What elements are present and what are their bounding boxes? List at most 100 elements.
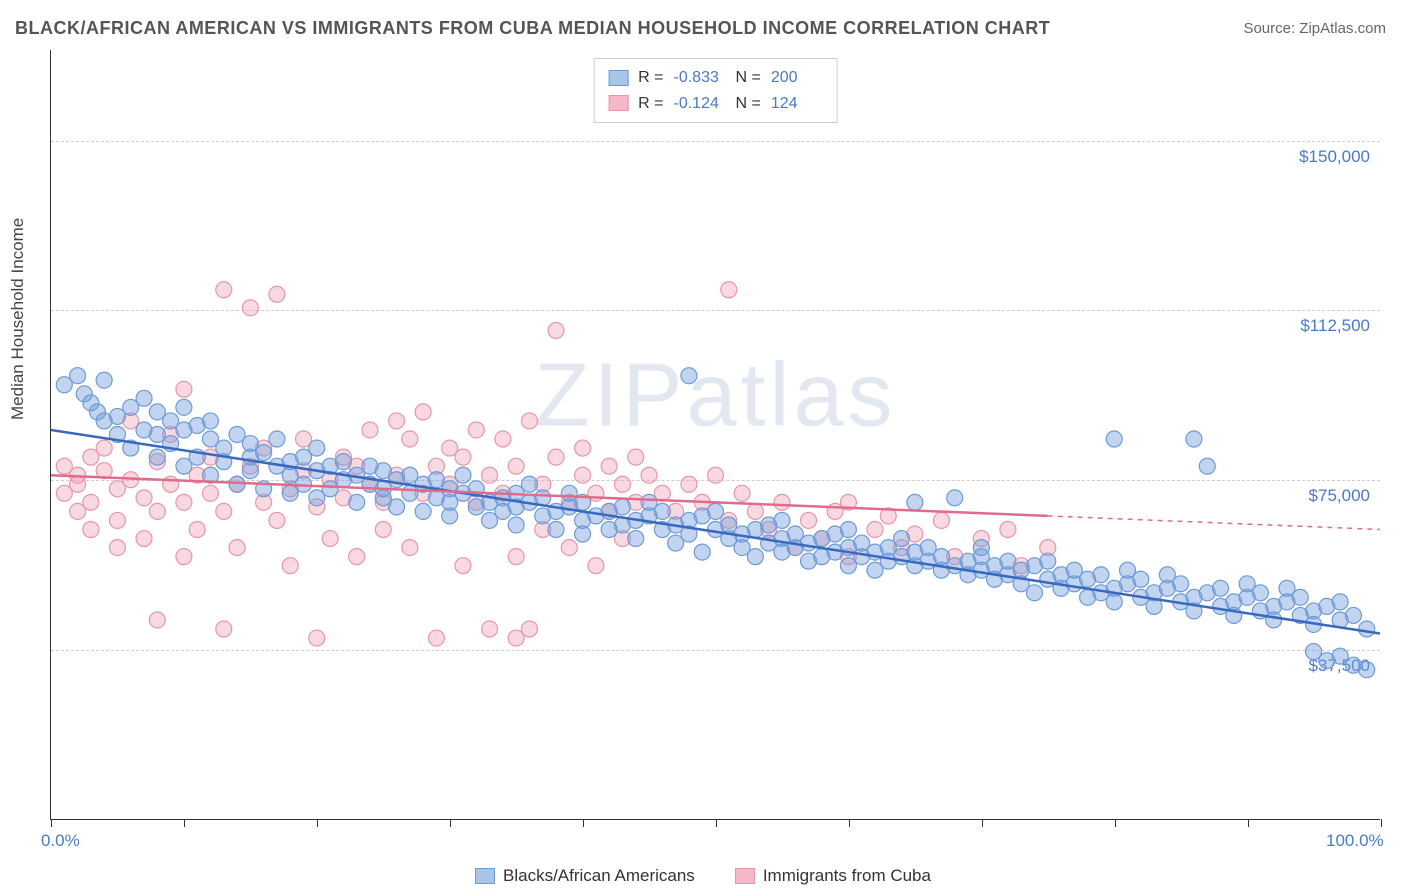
n-label: N =: [736, 91, 761, 117]
scatter-point: [548, 449, 564, 465]
scatter-point: [588, 558, 604, 574]
scatter-point: [109, 540, 125, 556]
x-tick: [450, 819, 451, 827]
scatter-point: [256, 445, 272, 461]
x-tick: [849, 819, 850, 827]
scatter-point: [1000, 522, 1016, 538]
scatter-point: [1252, 585, 1268, 601]
legend-label-0: Blacks/African Americans: [503, 866, 695, 886]
scatter-point: [83, 522, 99, 538]
scatter-point: [508, 517, 524, 533]
scatter-point: [282, 558, 298, 574]
scatter-point: [495, 431, 511, 447]
scatter-point: [149, 612, 165, 628]
scatter-point: [867, 522, 883, 538]
scatter-point: [508, 458, 524, 474]
scatter-point: [747, 503, 763, 519]
scatter-point: [628, 531, 644, 547]
x-tick: [583, 819, 584, 827]
source-label: Source: ZipAtlas.com: [1243, 20, 1386, 37]
scatter-point: [482, 621, 498, 637]
scatter-point: [189, 522, 205, 538]
scatter-point: [402, 540, 418, 556]
scatter-point: [681, 368, 697, 384]
scatter-point: [721, 282, 737, 298]
scatter-point: [1213, 580, 1229, 596]
scatter-point: [508, 549, 524, 565]
scatter-point: [309, 630, 325, 646]
x-tick: [716, 819, 717, 827]
scatter-point: [216, 282, 232, 298]
scatter-point: [1040, 553, 1056, 569]
scatter-point: [614, 476, 630, 492]
x-tick: [184, 819, 185, 827]
scatter-point: [242, 463, 258, 479]
scatter-point: [1266, 612, 1282, 628]
scatter-point: [521, 476, 537, 492]
scatter-point: [242, 300, 258, 316]
scatter-point: [455, 449, 471, 465]
scatter-point: [1199, 458, 1215, 474]
scatter-point: [1345, 607, 1361, 623]
scatter-point: [176, 494, 192, 510]
x-tick: [317, 819, 318, 827]
scatter-point: [894, 531, 910, 547]
scatter-point: [747, 549, 763, 565]
x-tick-label: 0.0%: [41, 831, 80, 851]
chart-title: BLACK/AFRICAN AMERICAN VS IMMIGRANTS FRO…: [15, 18, 1050, 39]
swatch-series-0: [608, 70, 628, 86]
scatter-point: [415, 503, 431, 519]
scatter-point: [1359, 662, 1375, 678]
y-axis-label: Median Household Income: [8, 218, 28, 420]
scatter-point: [575, 440, 591, 456]
legend-item-0: Blacks/African Americans: [475, 866, 695, 886]
scatter-point: [389, 499, 405, 515]
r-label: R =: [638, 91, 663, 117]
scatter-point: [136, 531, 152, 547]
scatter-point: [83, 494, 99, 510]
legend-bottom: Blacks/African Americans Immigrants from…: [475, 866, 931, 886]
stats-row-series-0: R = -0.833 N = 200: [608, 65, 823, 91]
scatter-point: [907, 494, 923, 510]
legend-label-1: Immigrants from Cuba: [763, 866, 931, 886]
scatter-point: [96, 372, 112, 388]
scatter-point: [176, 381, 192, 397]
scatter-point: [681, 476, 697, 492]
r-value-0: -0.833: [674, 65, 726, 91]
scatter-point: [428, 630, 444, 646]
x-tick: [51, 819, 52, 827]
plot-svg: [51, 50, 1380, 819]
scatter-point: [455, 467, 471, 483]
scatter-point: [402, 431, 418, 447]
scatter-point: [136, 390, 152, 406]
scatter-point: [1133, 571, 1149, 587]
n-value-1: 124: [771, 91, 823, 117]
scatter-point: [70, 476, 86, 492]
scatter-point: [70, 368, 86, 384]
scatter-point: [561, 540, 577, 556]
legend-swatch-1: [735, 868, 755, 884]
scatter-point: [521, 621, 537, 637]
scatter-point: [734, 485, 750, 501]
scatter-point: [575, 467, 591, 483]
scatter-point: [628, 449, 644, 465]
scatter-point: [601, 458, 617, 474]
scatter-point: [973, 540, 989, 556]
scatter-point: [1332, 594, 1348, 610]
scatter-point: [349, 549, 365, 565]
scatter-point: [136, 490, 152, 506]
x-tick: [1115, 819, 1116, 827]
scatter-point: [1173, 576, 1189, 592]
scatter-point: [349, 494, 365, 510]
scatter-point: [149, 449, 165, 465]
n-value-0: 200: [771, 65, 823, 91]
scatter-point: [654, 503, 670, 519]
scatter-point: [548, 522, 564, 538]
scatter-point: [482, 467, 498, 483]
stats-legend-box: R = -0.833 N = 200 R = -0.124 N = 124: [593, 58, 838, 123]
scatter-point: [389, 413, 405, 429]
scatter-point: [455, 558, 471, 574]
x-tick: [1381, 819, 1382, 827]
x-tick: [982, 819, 983, 827]
scatter-point: [708, 503, 724, 519]
